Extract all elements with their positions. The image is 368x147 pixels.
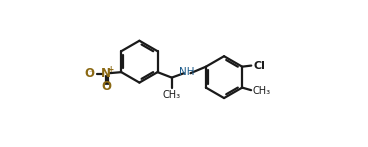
Text: O: O xyxy=(84,67,94,80)
Text: CH₃: CH₃ xyxy=(163,90,181,100)
Text: N: N xyxy=(101,67,112,80)
Text: Cl: Cl xyxy=(253,61,265,71)
Text: NH: NH xyxy=(180,67,195,77)
Text: CH₃: CH₃ xyxy=(252,86,271,96)
Text: O: O xyxy=(101,80,112,93)
Text: ⁻: ⁻ xyxy=(89,68,93,77)
Text: +: + xyxy=(107,65,113,74)
